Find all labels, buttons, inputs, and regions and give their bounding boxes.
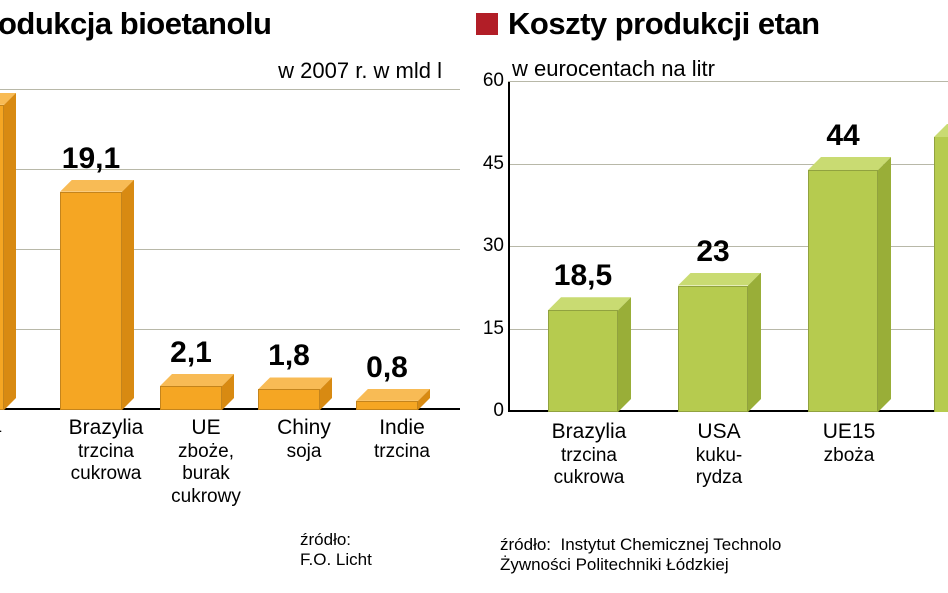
left-chart-area: ,719,12,11,80,8	[0, 90, 470, 410]
bar	[0, 93, 16, 410]
x-axis-label: a	[0, 416, 46, 438]
bar-value-label: ,7	[0, 55, 43, 89]
right-source: źródło: Instytut Chemicznej Technolo Żyw…	[500, 535, 948, 576]
bar-value-label: 0,8	[317, 351, 457, 385]
y-tick-label: 0	[474, 400, 504, 422]
bar-value-label: 19,1	[21, 142, 161, 176]
left-bars: ,719,12,11,80,8	[0, 90, 460, 410]
source-line1: Instytut Chemicznej Technolo	[560, 535, 781, 554]
y-tick-label: 15	[474, 318, 504, 340]
x-axis-label: Brazyliatrzcinacukrowa	[56, 416, 156, 486]
source-label: źródło:	[500, 535, 551, 554]
x-axis-label: Brazyliatrzcinacukrowa	[534, 420, 644, 490]
page: odukcja bioetanolu w 2007 r. w mld l ,71…	[0, 0, 948, 593]
left-chart-panel: odukcja bioetanolu w 2007 r. w mld l ,71…	[0, 0, 470, 593]
y-tick-label: 45	[474, 153, 504, 175]
x-axis-label: Chinysoja	[254, 416, 354, 463]
bar	[356, 389, 430, 410]
x-axis-label: UE15zboża	[794, 420, 904, 467]
x-axis-label: UEzboże,burakcukrowy	[156, 416, 256, 508]
x-axis-label: USAkuku-rydza	[664, 420, 774, 490]
bar	[60, 180, 134, 410]
right-title-row: Koszty produkcji etan	[476, 6, 948, 42]
right-chart-panel: Koszty produkcji etan w eurocentach na l…	[470, 0, 948, 593]
x-axis-label: Indietrzcina	[352, 416, 452, 463]
left-plot: ,719,12,11,80,8	[0, 90, 460, 410]
source-value: F.O. Licht	[300, 550, 372, 569]
right-title-marker-icon	[476, 13, 498, 35]
source-line2: Żywności Politechniki Łódzkiej	[500, 555, 729, 574]
y-tick-label: 60	[474, 70, 504, 92]
right-subtitle: w eurocentach na litr	[512, 56, 715, 82]
right-title: Koszty produkcji etan	[508, 6, 820, 42]
bar	[160, 374, 234, 410]
left-title-row: odukcja bioetanolu	[0, 6, 470, 42]
right-chart-area: 18,52344 015304560	[470, 82, 948, 412]
y-tick-label: 30	[474, 235, 504, 257]
left-title: odukcja bioetanolu	[0, 6, 271, 42]
left-source: źródło: F.O. Licht	[300, 530, 372, 571]
left-subtitle: w 2007 r. w mld l	[278, 58, 442, 84]
right-y-tick-labels: 015304560	[470, 82, 948, 412]
source-label: źródło:	[300, 530, 351, 549]
